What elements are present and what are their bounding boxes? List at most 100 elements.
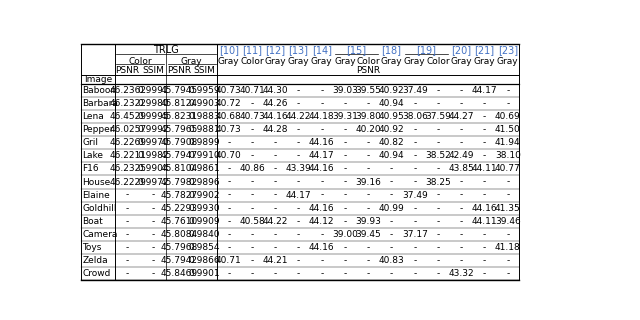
Text: -: - [250,256,253,265]
Text: 40.71: 40.71 [216,256,242,265]
Text: Gray: Gray [264,57,286,66]
Text: 0.9840: 0.9840 [189,230,220,239]
Text: 40.73: 40.73 [239,112,265,121]
Text: Baboon: Baboon [83,86,116,95]
Text: -: - [413,204,417,213]
Text: -: - [274,269,277,278]
Text: 38.06: 38.06 [402,112,428,121]
Text: Gray: Gray [218,57,239,66]
Text: -: - [483,269,486,278]
Text: -: - [126,269,129,278]
Text: -: - [367,99,370,108]
Text: 0.9866: 0.9866 [189,256,220,265]
Text: 45.7908: 45.7908 [160,138,197,147]
Text: 44.27: 44.27 [449,112,474,121]
Text: -: - [436,164,440,173]
Text: -: - [152,230,155,239]
Text: 39.80: 39.80 [355,112,381,121]
Text: 44.28: 44.28 [262,125,288,134]
Text: -: - [413,99,417,108]
Text: -: - [274,243,277,252]
Text: -: - [483,243,486,252]
Text: Lena: Lena [83,112,104,121]
Text: -: - [250,230,253,239]
Text: -: - [297,217,300,226]
Text: 45.7942: 45.7942 [160,256,197,265]
Text: -: - [250,243,253,252]
Text: [21]: [21] [474,45,495,55]
Text: -: - [460,204,463,213]
Text: -: - [297,256,300,265]
Text: -: - [344,164,347,173]
Text: -: - [436,99,440,108]
Text: 40.94: 40.94 [379,99,404,108]
Text: 40.72: 40.72 [216,99,242,108]
Text: [23]: [23] [498,45,518,55]
Text: 0.9901: 0.9901 [189,269,220,278]
Text: -: - [274,151,277,160]
Text: -: - [274,230,277,239]
Text: Gray: Gray [180,57,202,66]
Text: 44.16: 44.16 [309,204,335,213]
Text: 39.31: 39.31 [332,112,358,121]
Text: Image: Image [84,75,112,84]
Text: -: - [297,86,300,95]
Text: -: - [483,178,486,187]
Text: -: - [506,86,509,95]
Text: -: - [344,151,347,160]
Text: -: - [367,243,370,252]
Text: -: - [297,99,300,108]
Text: 45.7965: 45.7965 [160,125,197,134]
Text: 40.69: 40.69 [495,112,521,121]
Text: -: - [320,178,323,187]
Text: -: - [320,191,323,200]
Text: 41.35: 41.35 [495,204,521,213]
Text: -: - [436,269,440,278]
Text: -: - [126,256,129,265]
Text: Gray: Gray [404,57,426,66]
Text: -: - [297,243,300,252]
Text: -: - [227,178,230,187]
Text: 0.9930: 0.9930 [189,204,220,213]
Text: -: - [320,99,323,108]
Text: 44.17: 44.17 [285,191,312,200]
Text: -: - [413,125,417,134]
Text: 40.70: 40.70 [216,151,242,160]
Text: -: - [274,178,277,187]
Text: -: - [460,138,463,147]
Text: 44.22: 44.22 [286,112,311,121]
Text: 45.7947: 45.7947 [160,151,197,160]
Text: 0.9972: 0.9972 [138,178,169,187]
Text: -: - [297,125,300,134]
Text: PSNR: PSNR [116,66,140,75]
Text: -: - [413,138,417,147]
Text: 45.8231: 45.8231 [160,112,197,121]
Text: -: - [483,112,486,121]
Text: -: - [250,125,253,134]
Text: 40.92: 40.92 [379,86,404,95]
Text: -: - [436,204,440,213]
Text: 39.45: 39.45 [355,230,381,239]
Text: 46.2211: 46.2211 [109,151,146,160]
Text: -: - [344,243,347,252]
Text: 44.11: 44.11 [472,164,497,173]
Text: -: - [250,99,253,108]
Text: -: - [436,243,440,252]
Text: -: - [413,178,417,187]
Text: 46.2229: 46.2229 [109,178,146,187]
Text: Color: Color [240,57,264,66]
Text: -: - [367,204,370,213]
Text: -: - [506,191,509,200]
Text: -: - [483,138,486,147]
Text: -: - [344,256,347,265]
Text: -: - [460,178,463,187]
Text: F16: F16 [83,164,99,173]
Text: -: - [367,138,370,147]
Text: -: - [227,243,230,252]
Text: 40.95: 40.95 [379,112,404,121]
Text: -: - [460,86,463,95]
Text: -: - [413,217,417,226]
Text: -: - [227,164,230,173]
Text: 39.16: 39.16 [355,178,381,187]
Text: -: - [152,256,155,265]
